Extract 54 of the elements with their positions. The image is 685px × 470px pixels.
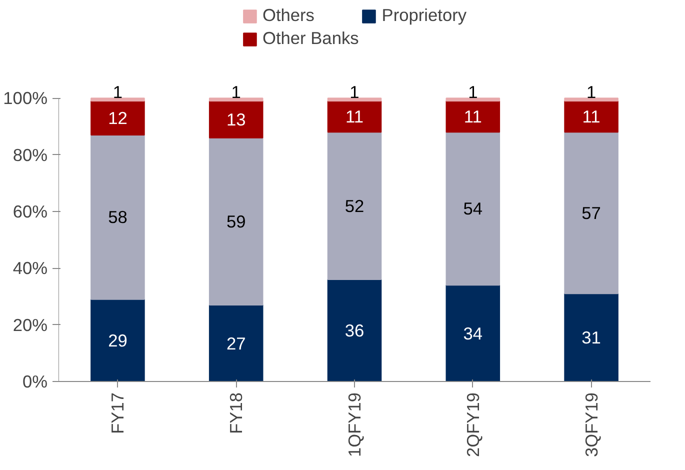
x-tick-label: FY18 — [226, 392, 246, 434]
data-label: 13 — [226, 109, 246, 130]
bar — [446, 132, 500, 286]
data-label: 59 — [226, 211, 246, 232]
bar — [208, 137, 264, 306]
bar — [90, 98, 145, 102]
bar — [208, 100, 264, 138]
data-label: 36 — [344, 320, 364, 340]
y-tick-label: 0% — [22, 372, 48, 392]
y-tick-label: 40% — [12, 258, 48, 278]
bar — [208, 304, 264, 382]
data-label: 52 — [344, 196, 364, 216]
data-label: 58 — [108, 207, 128, 228]
data-label: 1 — [112, 82, 123, 102]
y-tick-label: 60% — [12, 202, 48, 222]
bar — [90, 134, 145, 300]
data-label: 29 — [108, 330, 128, 350]
legend-label: Others — [262, 5, 314, 26]
bar — [446, 100, 500, 133]
bar — [327, 100, 382, 133]
bar — [446, 98, 500, 102]
data-label: 27 — [226, 333, 246, 354]
y-tick-label: 80% — [12, 144, 48, 165]
y-tick-label: 100% — [3, 88, 48, 108]
bar — [327, 279, 382, 382]
bar — [564, 100, 618, 133]
x-tick-label: 2QFY19 — [462, 392, 483, 458]
data-label: 12 — [108, 108, 128, 128]
bar — [327, 98, 382, 102]
x-tick-label: 1QFY19 — [344, 392, 364, 458]
data-label: 11 — [582, 106, 600, 127]
bar — [446, 284, 500, 382]
bar — [90, 100, 145, 136]
data-label: 11 — [346, 106, 364, 127]
data-label: 1 — [468, 82, 478, 102]
bar — [564, 293, 618, 382]
bar — [208, 98, 264, 102]
data-label: 34 — [463, 323, 483, 344]
legend-label: Proprietory — [382, 5, 467, 26]
data-label: 11 — [464, 106, 482, 127]
bar — [564, 98, 618, 102]
data-label: 54 — [463, 198, 483, 219]
y-tick-label: 20% — [12, 314, 48, 335]
data-label: 31 — [582, 328, 601, 348]
data-label: 1 — [586, 82, 596, 102]
data-label: 57 — [582, 202, 601, 223]
x-tick-label: FY17 — [108, 392, 128, 434]
legend-label: Other Banks — [262, 28, 359, 49]
bar — [327, 132, 382, 280]
bar — [90, 298, 145, 382]
data-label: 1 — [350, 82, 360, 102]
bar — [564, 132, 618, 294]
data-label: 1 — [231, 82, 241, 102]
x-tick-label: 3QFY19 — [581, 392, 602, 458]
